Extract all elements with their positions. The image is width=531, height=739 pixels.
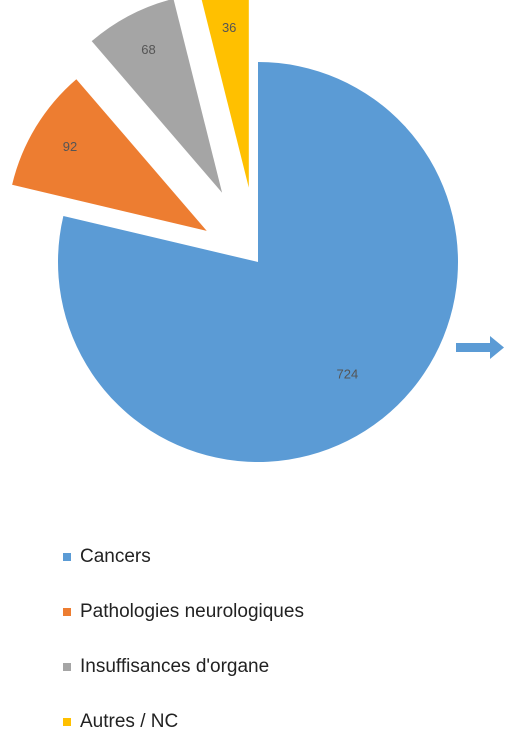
legend-swatch (63, 718, 71, 726)
legend-swatch (63, 553, 71, 561)
pie-slice (201, 0, 249, 188)
legend-label: Autres / NC (80, 711, 178, 732)
data-label: 92 (63, 139, 77, 154)
data-label: 36 (222, 20, 236, 35)
legend-label: Pathologies neurologiques (80, 601, 304, 622)
legend-label: Cancers (80, 546, 151, 567)
legend-swatch (63, 608, 71, 616)
arrow (456, 336, 504, 359)
data-label: 724 (336, 366, 358, 381)
pie-slice (12, 79, 207, 231)
pie-slice (91, 0, 223, 193)
legend-label: Insuffisances d'organe (80, 656, 269, 677)
pie-slice (57, 62, 459, 463)
legend-swatch (63, 663, 71, 671)
data-label: 68 (141, 42, 155, 57)
